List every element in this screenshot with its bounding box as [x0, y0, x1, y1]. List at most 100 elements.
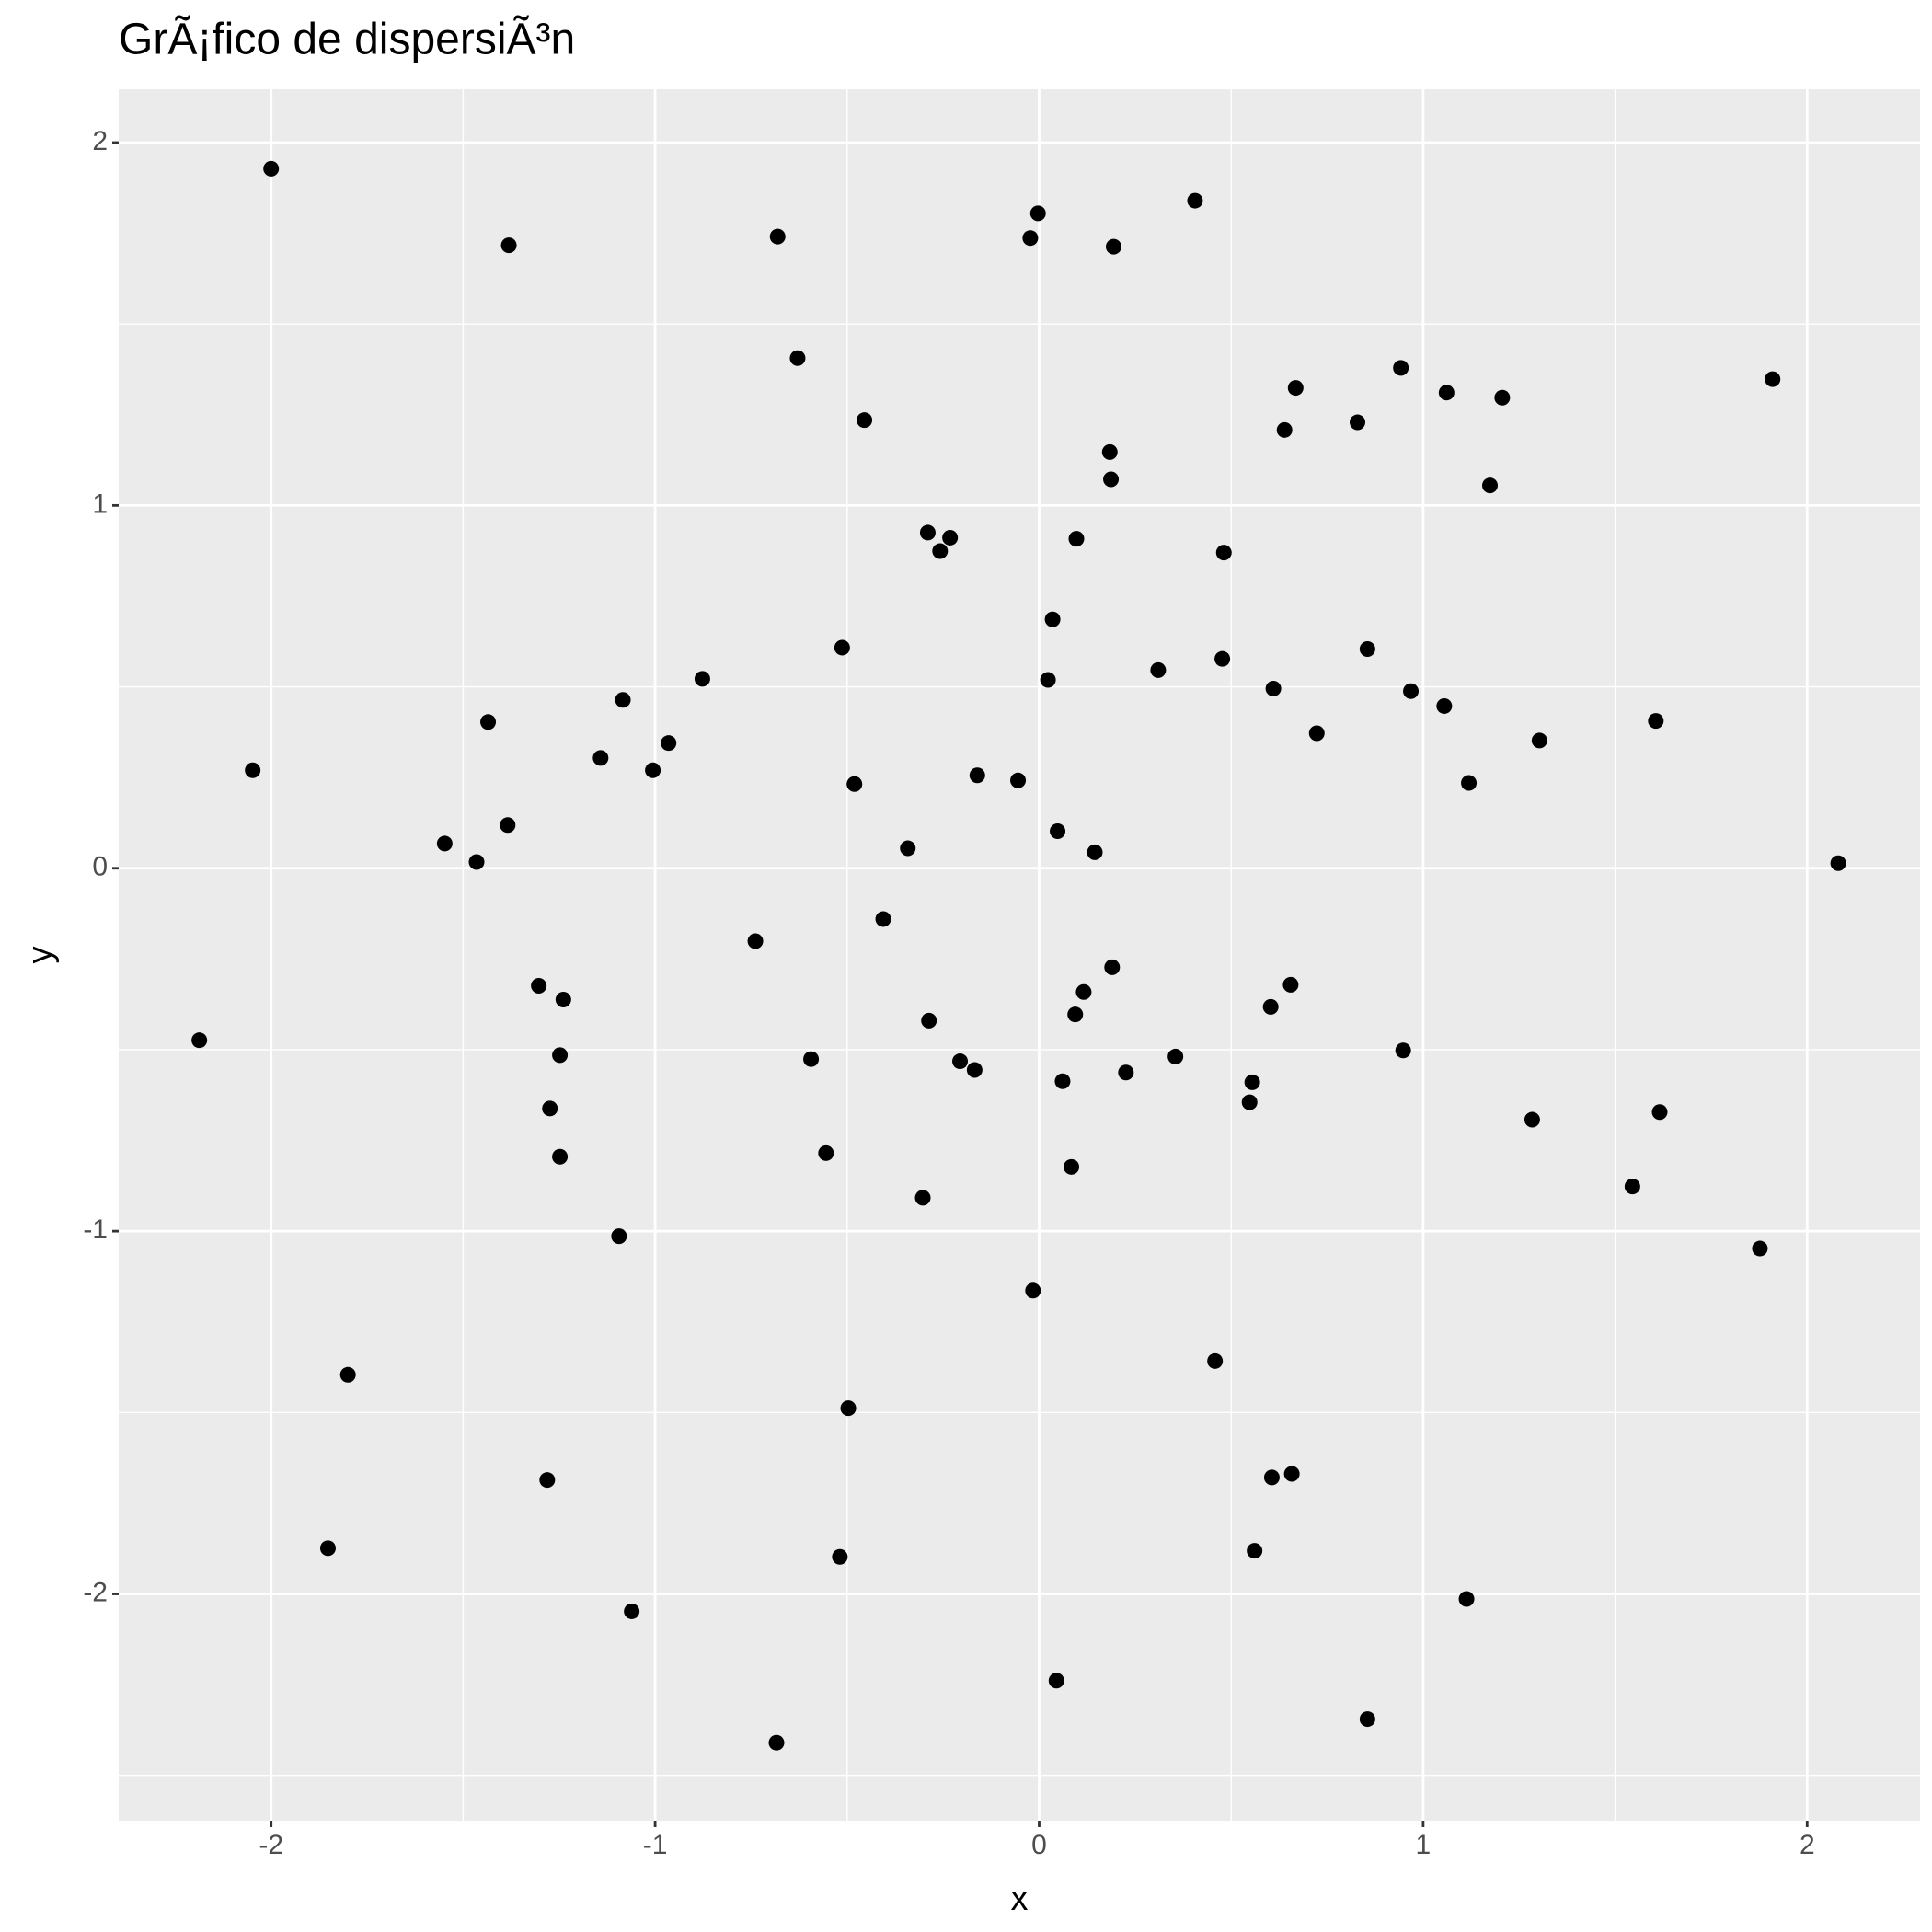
point — [552, 1148, 569, 1165]
point — [1215, 545, 1232, 561]
point — [1087, 844, 1103, 860]
point — [1265, 681, 1282, 697]
point — [1025, 1282, 1041, 1299]
point — [319, 1540, 336, 1557]
point — [1068, 531, 1085, 547]
point — [1648, 713, 1664, 730]
point — [1482, 477, 1499, 494]
point — [846, 776, 863, 792]
point — [1263, 1469, 1280, 1486]
point — [969, 767, 985, 784]
point — [645, 762, 661, 778]
point — [919, 524, 936, 541]
point — [552, 1047, 569, 1064]
x-tick-label: 1 — [1416, 1830, 1432, 1860]
point — [768, 1734, 785, 1751]
point — [1010, 772, 1027, 788]
point — [914, 1190, 931, 1206]
y-tick-label: -2 — [83, 1577, 108, 1607]
point — [1118, 1064, 1134, 1081]
x-tick-label: 2 — [1800, 1830, 1815, 1860]
x-tick-label: -2 — [259, 1830, 283, 1860]
point — [1064, 1158, 1080, 1175]
point — [834, 639, 850, 656]
point — [832, 1548, 848, 1565]
point — [789, 350, 806, 366]
point — [952, 1053, 969, 1070]
point — [921, 1012, 937, 1029]
point — [615, 692, 631, 708]
point — [875, 911, 891, 927]
point — [555, 992, 571, 1008]
point — [1048, 1673, 1064, 1689]
y-tick-label: 2 — [92, 126, 108, 156]
point — [1150, 661, 1167, 678]
point — [468, 854, 485, 870]
x-axis-label: x — [1011, 1880, 1029, 1918]
point — [1308, 725, 1325, 742]
point — [1438, 385, 1455, 401]
point — [1395, 1042, 1411, 1059]
point — [1624, 1179, 1640, 1195]
point — [818, 1144, 834, 1161]
point — [436, 835, 453, 852]
point — [1436, 697, 1453, 714]
point — [1765, 371, 1781, 387]
point — [1283, 1466, 1300, 1482]
y-axis-label: y — [21, 947, 60, 964]
point — [1101, 443, 1118, 460]
point — [1830, 855, 1846, 871]
point — [500, 237, 517, 254]
chart-title: GrÃ¡fico de dispersiÃ³n — [119, 15, 575, 64]
point — [339, 1366, 356, 1383]
point — [1029, 205, 1046, 222]
point — [1461, 775, 1478, 791]
point — [769, 228, 786, 245]
point — [1287, 380, 1304, 397]
point — [840, 1400, 857, 1417]
plot-panel — [119, 89, 1920, 1821]
point — [1207, 1352, 1224, 1369]
point — [1104, 959, 1121, 975]
y-tick-label: 0 — [92, 852, 108, 882]
point — [1524, 1111, 1540, 1128]
point — [1752, 1240, 1768, 1257]
point — [857, 412, 873, 429]
point — [1276, 421, 1293, 438]
point — [1167, 1048, 1184, 1064]
point — [1054, 1073, 1071, 1089]
point — [592, 750, 609, 766]
point — [531, 978, 547, 995]
x-tick-label: -1 — [643, 1830, 668, 1860]
point — [1393, 360, 1409, 376]
point — [1262, 998, 1279, 1015]
point — [1103, 471, 1120, 488]
point — [1458, 1591, 1475, 1607]
point — [661, 735, 677, 752]
point — [624, 1603, 640, 1619]
point — [611, 1228, 627, 1245]
point — [1105, 238, 1121, 255]
point — [1075, 983, 1092, 1000]
point — [1022, 230, 1039, 247]
point — [900, 840, 916, 857]
point — [1244, 1074, 1260, 1090]
point — [1531, 732, 1547, 749]
point — [932, 543, 949, 559]
point — [1359, 641, 1375, 658]
point — [480, 714, 497, 730]
point — [694, 671, 710, 687]
point — [1651, 1104, 1668, 1121]
point — [500, 817, 516, 834]
point — [1403, 683, 1420, 699]
point — [263, 160, 280, 177]
y-tick-label: -1 — [83, 1214, 108, 1245]
point — [1282, 976, 1299, 993]
x-tick-label: 0 — [1031, 1830, 1047, 1860]
point — [542, 1100, 558, 1117]
point — [1359, 1711, 1375, 1728]
point — [1214, 650, 1231, 667]
point — [1040, 672, 1056, 688]
